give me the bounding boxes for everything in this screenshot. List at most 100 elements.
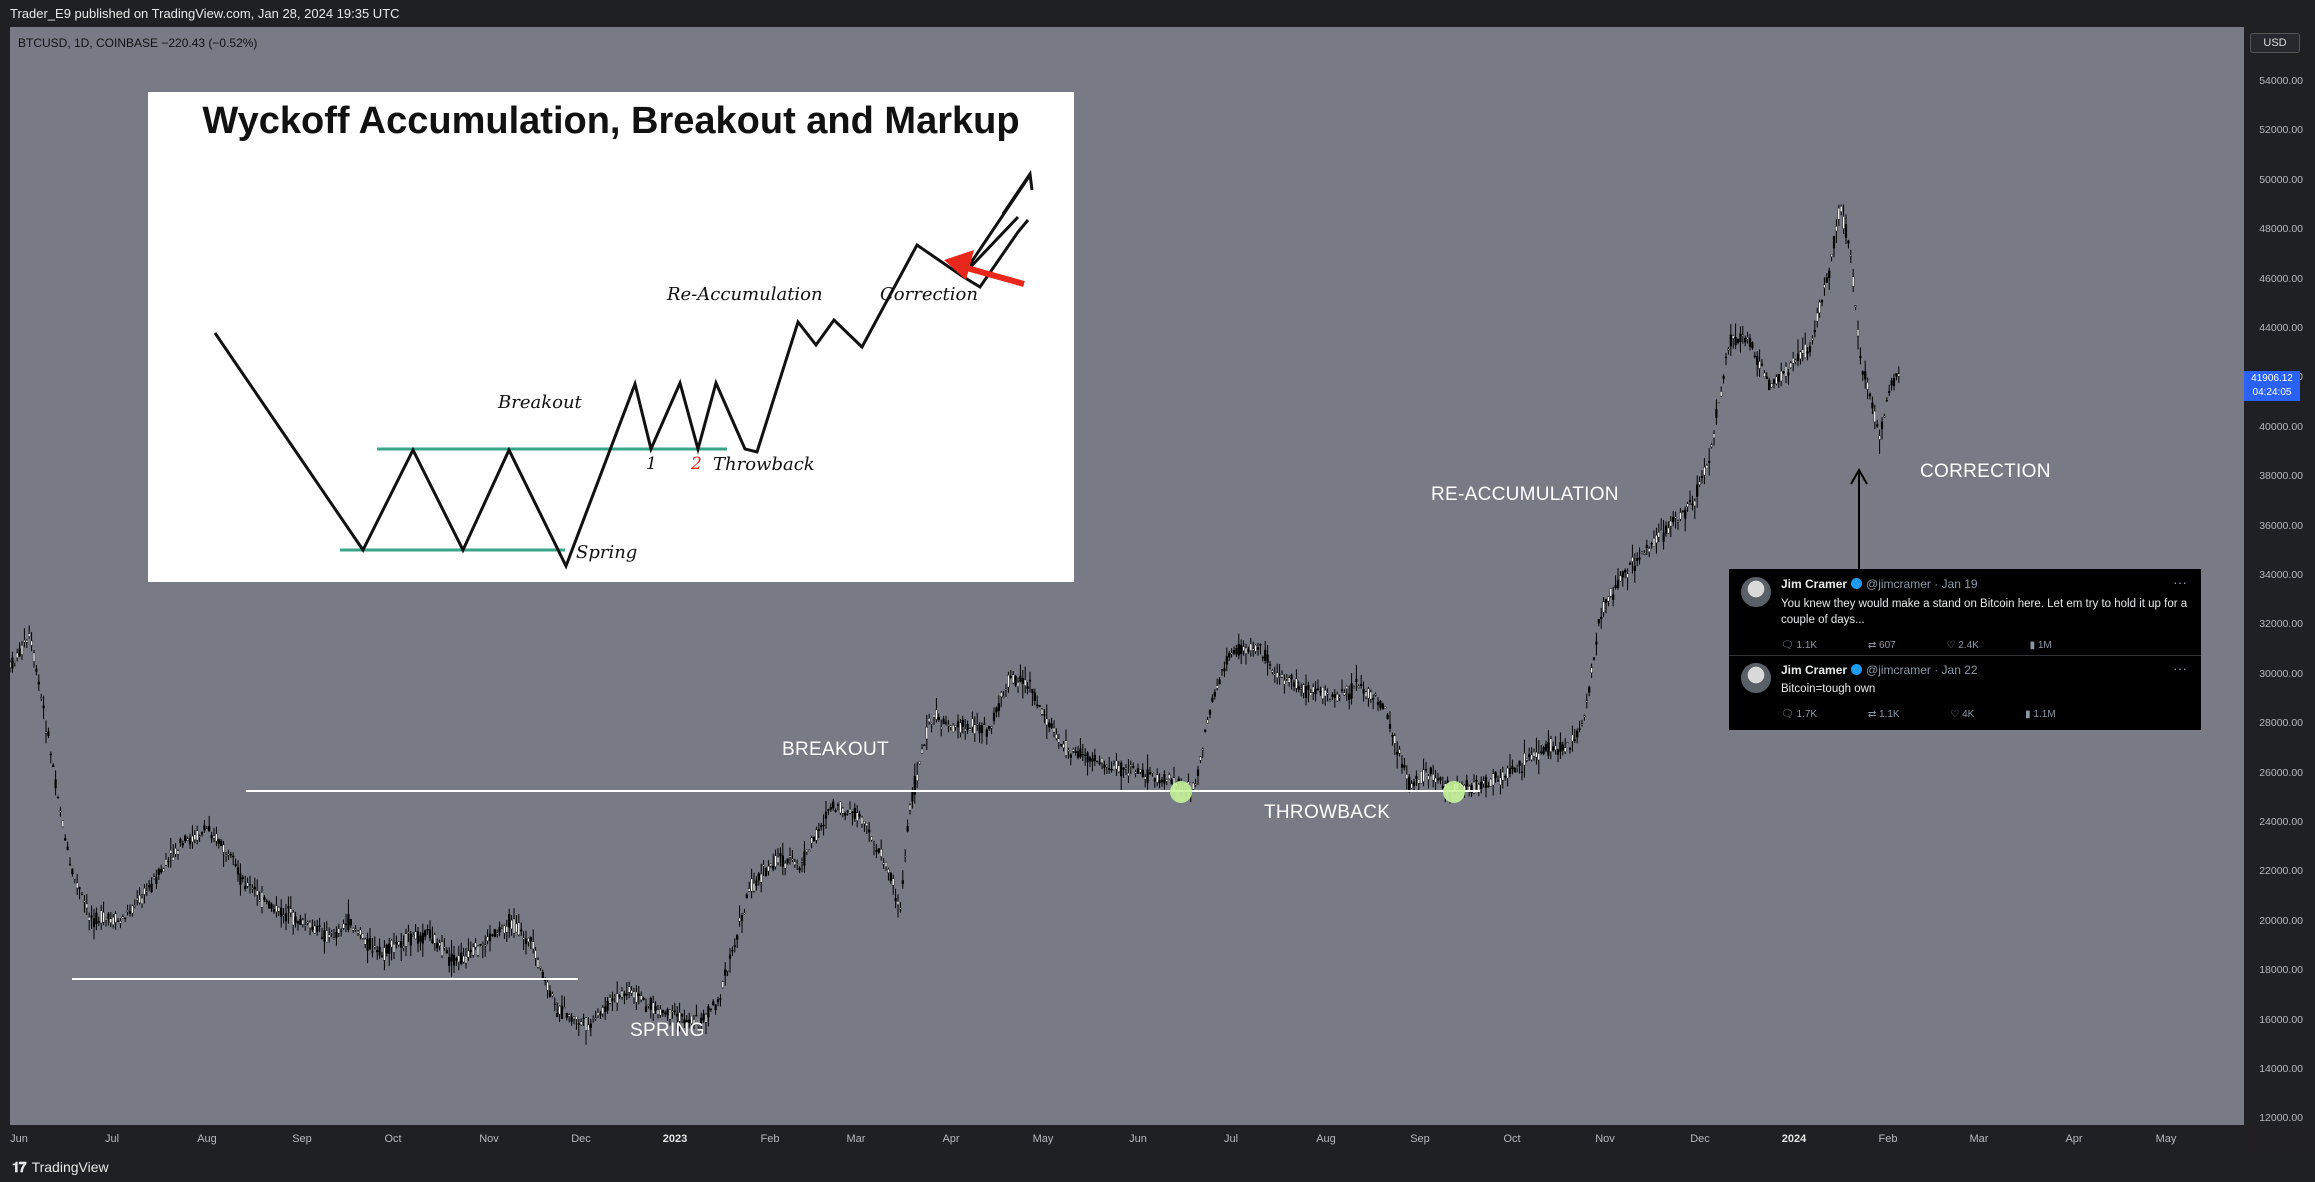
candle-body (1060, 744, 1063, 746)
time-tick: Apr (942, 1133, 960, 1145)
candle-body (443, 947, 446, 949)
candle-body (899, 907, 902, 910)
candle-body (872, 846, 876, 848)
candle-body (145, 890, 148, 893)
candle-body (1014, 675, 1017, 686)
candle-body (1472, 781, 1476, 794)
candle-body (1777, 373, 1780, 382)
tradingview-footer: 𝟏𝟕 TradingView (0, 1152, 2315, 1182)
candle-body (275, 905, 278, 913)
candle-body (436, 943, 439, 949)
current-price-label: 41906.12 04:24:05 (2244, 371, 2300, 401)
candle-body (1667, 527, 1670, 534)
candle-body (1636, 558, 1639, 561)
candle-body (1520, 771, 1524, 773)
candle-body (570, 1016, 573, 1022)
candle-body (1400, 763, 1404, 768)
candle-body (916, 774, 919, 781)
candle-body (1300, 687, 1303, 690)
candle-body (397, 941, 400, 946)
candle-body (1163, 774, 1166, 784)
price-tick: 32000.00 (2259, 618, 2303, 631)
candle-body (745, 894, 748, 899)
candle-body (253, 886, 256, 890)
currency-button[interactable]: USD (2250, 33, 2300, 53)
candle-body (25, 640, 28, 643)
candle-body (606, 1001, 609, 1011)
candle-body (1552, 746, 1555, 751)
candle-body (469, 949, 472, 953)
candle-body (241, 877, 244, 879)
candle-body (1559, 741, 1562, 752)
candle-body (1117, 765, 1120, 772)
candle-body (61, 820, 64, 828)
candle-body (1028, 679, 1032, 682)
candle-body (335, 932, 338, 938)
candle-body (71, 868, 74, 875)
wyckoff-schematic (213, 169, 1034, 570)
candle-body (1492, 773, 1495, 786)
candle-body (1038, 705, 1041, 707)
candle-body (1343, 692, 1346, 696)
candle-body (1688, 500, 1692, 502)
candle-body (433, 934, 436, 944)
candle-body (112, 916, 115, 925)
candle-body (582, 1017, 585, 1020)
candle-body (289, 908, 292, 913)
candle-body (560, 1005, 564, 1020)
candle-body (1415, 775, 1418, 779)
throwback-marker (1170, 781, 1192, 803)
candle-body (388, 943, 391, 955)
candle-body (1340, 689, 1344, 691)
candle-body (1076, 751, 1080, 758)
candle-body (510, 919, 513, 930)
candle-body (380, 955, 384, 957)
like-icon: ♡ 4K (1950, 709, 1975, 720)
candle-body (887, 869, 890, 873)
candle-body (193, 834, 196, 841)
candle-body (1844, 224, 1848, 239)
candle-body (1244, 647, 1248, 654)
time-axis[interactable]: Jun Jul Aug Sep Oct Nov Dec 2023 Feb Mar Apr May Jun… (0, 1125, 2244, 1152)
symbol-info[interactable]: BTCUSD, 1D, COINBASE −220.43 (−0.52%) (18, 36, 258, 50)
candle-body (1482, 780, 1485, 784)
candle-body (1021, 678, 1024, 684)
price-tick: 26000.00 (2259, 766, 2303, 779)
candle-body (1700, 475, 1704, 479)
candle-body (822, 824, 825, 827)
candle-body (373, 945, 376, 948)
candle-body (764, 868, 768, 877)
candle-body (1710, 444, 1713, 448)
candle-body (1703, 466, 1706, 476)
candle-body (666, 1009, 669, 1016)
candle-body (1024, 679, 1027, 686)
candle-body (1240, 644, 1243, 655)
price-tick: 40000.00 (2259, 420, 2303, 433)
candle-body (1816, 312, 1819, 322)
candle-body (949, 725, 952, 728)
price-tick: 54000.00 (2259, 75, 2303, 87)
candle-body (791, 858, 794, 860)
candle-body (1523, 753, 1526, 766)
candle-body (464, 955, 468, 964)
price-tick: 22000.00 (2259, 865, 2303, 878)
candle-body (712, 1001, 715, 1005)
candle-body (661, 1010, 664, 1013)
candle-body (1088, 757, 1092, 762)
candle-body (880, 849, 883, 857)
reaccumulation-annotation: RE-ACCUMULATION (1431, 484, 1619, 505)
candle-body (1583, 715, 1586, 717)
candle-body (520, 929, 523, 932)
candle-body (632, 991, 636, 998)
candle-body (836, 804, 840, 806)
candle-body (539, 966, 542, 969)
price-axis[interactable]: 54000.00 52000.00 50000.00 48000.00 46000.00… (2244, 27, 2315, 1125)
candle-body (1672, 516, 1675, 523)
candle-body (1847, 240, 1850, 244)
candle-body (1302, 684, 1305, 694)
time-tick: Feb (760, 1133, 780, 1145)
candle-body (1856, 329, 1860, 337)
candle-body (654, 1006, 657, 1011)
candle-body (1158, 780, 1161, 784)
candle-body (1624, 569, 1627, 573)
